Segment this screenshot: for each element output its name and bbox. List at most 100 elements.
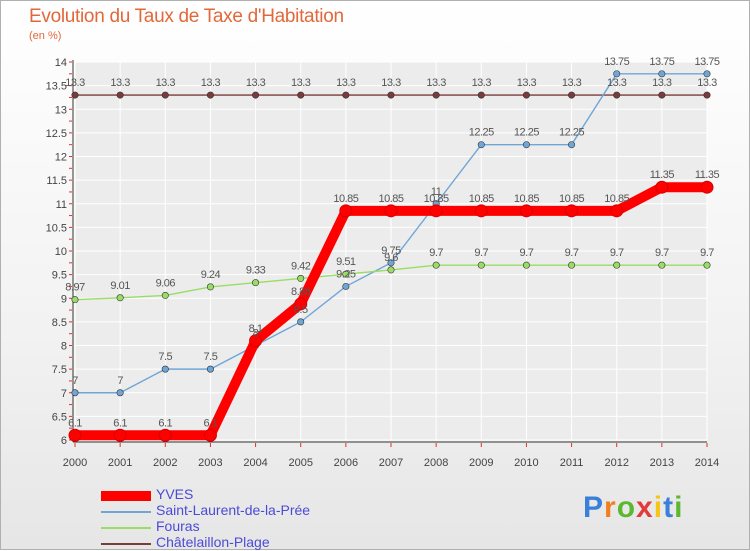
x-tick-label: 2008 bbox=[424, 457, 448, 469]
data-point bbox=[429, 204, 443, 218]
data-label: 13.3 bbox=[110, 77, 130, 89]
legend-swatch bbox=[101, 527, 151, 529]
y-tick-label: 11 bbox=[56, 199, 67, 211]
x-tick-label: 2014 bbox=[695, 457, 719, 469]
data-label: 9.33 bbox=[246, 265, 266, 277]
y-tick-label: 6.5 bbox=[52, 411, 67, 423]
data-point bbox=[297, 91, 305, 99]
data-label: 9.7 bbox=[474, 247, 488, 259]
data-label: 13.3 bbox=[156, 77, 176, 89]
y-tick-label: 13.5 bbox=[46, 81, 67, 93]
data-label: 13.3 bbox=[607, 77, 627, 89]
logo-letter: r bbox=[604, 491, 617, 524]
legend-swatch bbox=[101, 511, 151, 513]
data-label: 13.75 bbox=[649, 56, 674, 68]
data-label: 6.1 bbox=[113, 417, 127, 429]
data-point bbox=[658, 261, 666, 269]
x-tick-label: 2006 bbox=[334, 457, 358, 469]
data-point bbox=[565, 204, 579, 218]
logo-letter: o bbox=[616, 491, 637, 524]
legend-swatch bbox=[101, 491, 151, 501]
data-point bbox=[161, 365, 169, 373]
data-label: 9.01 bbox=[110, 280, 130, 292]
y-tick-label: 12 bbox=[55, 152, 67, 164]
data-point bbox=[206, 283, 214, 291]
data-point bbox=[71, 91, 79, 99]
data-label: 8.97 bbox=[65, 282, 85, 294]
y-tick-label: 6 bbox=[61, 435, 67, 447]
data-label: 9.7 bbox=[429, 247, 443, 259]
data-label: 9.06 bbox=[156, 277, 176, 289]
data-point bbox=[568, 141, 576, 149]
proxiti-logo: Proxiti bbox=[583, 491, 683, 525]
data-label: 12.25 bbox=[514, 127, 539, 139]
data-label: 10.85 bbox=[469, 193, 494, 205]
data-point bbox=[610, 204, 624, 218]
data-point bbox=[613, 70, 621, 78]
data-point bbox=[519, 204, 533, 218]
data-label: 13.3 bbox=[336, 77, 356, 89]
x-tick-label: 2005 bbox=[288, 457, 312, 469]
data-label: 6.1 bbox=[158, 417, 172, 429]
data-point bbox=[703, 70, 711, 78]
logo-letter: i bbox=[674, 491, 684, 524]
x-tick-label: 2013 bbox=[650, 457, 674, 469]
y-tick-label: 10.5 bbox=[46, 222, 67, 234]
data-point bbox=[568, 261, 576, 269]
data-label: 7.5 bbox=[204, 351, 218, 363]
data-label: 8.1 bbox=[249, 323, 263, 335]
data-point bbox=[297, 318, 305, 326]
data-point bbox=[613, 261, 621, 269]
data-point bbox=[297, 274, 305, 282]
data-label: 10.85 bbox=[604, 193, 629, 205]
data-point bbox=[387, 266, 395, 274]
data-label: 9.7 bbox=[655, 247, 669, 259]
data-point bbox=[113, 428, 127, 442]
legend-label: Châtelaillon-Plage bbox=[156, 534, 270, 550]
data-label: 13.3 bbox=[517, 77, 537, 89]
data-point bbox=[116, 389, 124, 397]
data-label: 8.5 bbox=[294, 304, 308, 316]
chart-unit: (en %) bbox=[29, 30, 62, 42]
y-tick-label: 14 bbox=[55, 57, 67, 69]
data-label: 9.24 bbox=[201, 269, 221, 281]
data-point bbox=[703, 91, 711, 99]
data-label: 9.7 bbox=[565, 247, 579, 259]
data-point bbox=[68, 428, 82, 442]
data-point bbox=[613, 91, 621, 99]
data-label: 9.7 bbox=[700, 247, 714, 259]
y-tick-label: 12.5 bbox=[46, 128, 67, 140]
data-label: 12.25 bbox=[469, 127, 494, 139]
data-label: 13.3 bbox=[65, 77, 85, 89]
legend-label: Saint-Laurent-de-la-Prée bbox=[156, 502, 311, 518]
data-label: 13.3 bbox=[291, 77, 311, 89]
data-point bbox=[342, 282, 350, 290]
x-tick-label: 2007 bbox=[379, 457, 403, 469]
data-label: 10.85 bbox=[378, 193, 403, 205]
x-tick-label: 2002 bbox=[153, 457, 177, 469]
x-tick-label: 2000 bbox=[63, 457, 87, 469]
data-point bbox=[658, 70, 666, 78]
data-label: 7 bbox=[117, 375, 123, 387]
y-tick-label: 8.5 bbox=[52, 317, 67, 329]
data-label: 10.85 bbox=[514, 193, 539, 205]
data-point bbox=[432, 261, 440, 269]
y-tick-label: 9.5 bbox=[52, 270, 67, 282]
data-point bbox=[158, 428, 172, 442]
chart-title: Evolution du Taux de Taxe d'Habitation bbox=[29, 6, 344, 27]
data-label: 13.3 bbox=[381, 77, 401, 89]
y-tick-label: 11.5 bbox=[46, 175, 67, 187]
data-point bbox=[700, 180, 714, 194]
data-label: 8.88 bbox=[291, 286, 311, 298]
data-point bbox=[206, 365, 214, 373]
y-tick-label: 7.5 bbox=[52, 364, 67, 376]
data-point bbox=[655, 180, 669, 194]
data-label: 7.5 bbox=[158, 351, 172, 363]
data-point bbox=[522, 91, 530, 99]
x-tick-label: 2009 bbox=[469, 457, 493, 469]
data-point bbox=[477, 261, 485, 269]
data-point bbox=[477, 91, 485, 99]
data-label: 13.3 bbox=[246, 77, 266, 89]
